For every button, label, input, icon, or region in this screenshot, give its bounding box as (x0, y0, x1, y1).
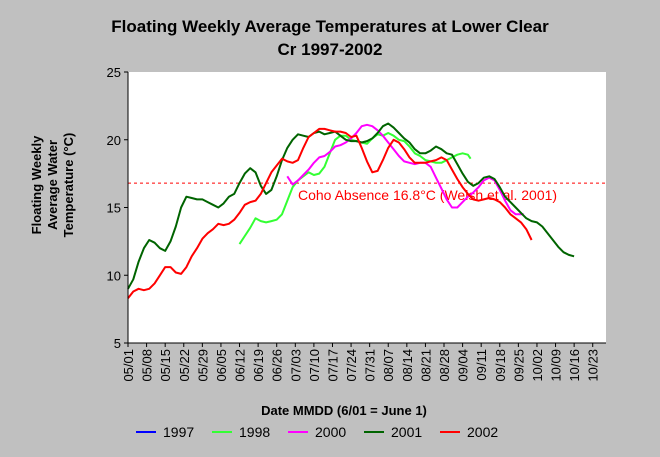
legend-label-2002: 2002 (467, 424, 498, 440)
x-tick-label: 09/04 (456, 349, 471, 382)
chart-title-line-2: Cr 1997-2002 (278, 40, 383, 59)
x-tick-label: 06/05 (214, 349, 229, 382)
y-tick-label: 5 (114, 336, 121, 351)
x-tick-label: 08/28 (437, 349, 452, 382)
x-tick-label: 05/08 (140, 349, 155, 382)
x-tick-label: 05/15 (158, 349, 173, 382)
y-tick-label: 25 (107, 65, 121, 80)
x-axis-title: Date MMDD (6/01 = June 1) (261, 403, 427, 418)
data-series-group (127, 122, 575, 299)
chart-title-line-1: Floating Weekly Average Temperatures at … (111, 17, 549, 36)
axes-group: 5 10 15 20 25 05/01 05/08 05/15 05/22 05/29 06/05 0… (107, 65, 606, 382)
x-tick-label: 06/19 (251, 349, 266, 382)
legend-label-2000: 2000 (315, 424, 346, 440)
reference-line-label: Coho Absence 16.8°C (Welsh et al. 2001) (298, 187, 557, 203)
x-tick-label: 07/24 (344, 349, 359, 382)
x-tick-label: 05/01 (121, 349, 136, 382)
series-line-2001 (127, 122, 575, 290)
y-tick-label: 15 (107, 201, 121, 216)
x-tick-label: 08/07 (381, 349, 396, 382)
x-tick-label: 09/11 (474, 349, 489, 381)
series-line-2002 (127, 127, 533, 299)
x-tick-label: 07/17 (325, 349, 340, 382)
plot-area (128, 72, 606, 343)
y-tick-label: 20 (107, 133, 121, 148)
x-tick-label: 05/29 (195, 349, 210, 382)
legend: 1997 1998 2000 2001 2002 (136, 424, 498, 440)
x-tick-label: 09/25 (511, 349, 526, 382)
y-axis-title-line-3: Temperature (°C) (61, 133, 76, 238)
x-tick-label: 06/12 (233, 349, 248, 382)
x-tick-label: 07/31 (363, 349, 378, 382)
x-tick-label: 07/03 (288, 349, 303, 382)
x-tick-label: 06/26 (270, 349, 285, 382)
x-tick-label: 10/23 (586, 349, 601, 382)
x-tick-label: 07/10 (307, 349, 322, 382)
y-tick-label: 10 (107, 268, 121, 283)
series-line-2000 (286, 123, 524, 216)
x-tick-label: 10/16 (567, 349, 582, 382)
x-tick-label: 05/22 (177, 349, 192, 382)
x-tick-label: 08/14 (400, 349, 415, 382)
legend-label-1998: 1998 (239, 424, 270, 440)
y-axis-title-line-1: Floating Weekly (29, 135, 44, 234)
x-tick-label: 09/18 (493, 349, 508, 382)
y-axis-title: Floating Weekly Average Water Temperatur… (29, 133, 76, 238)
x-tick-label: 10/09 (549, 349, 564, 382)
y-axis-title-line-2: Average Water (45, 140, 60, 230)
x-tick-label: 10/02 (530, 349, 545, 382)
legend-label-2001: 2001 (391, 424, 422, 440)
x-tick-label: 08/21 (418, 349, 433, 382)
legend-label-1997: 1997 (163, 424, 194, 440)
